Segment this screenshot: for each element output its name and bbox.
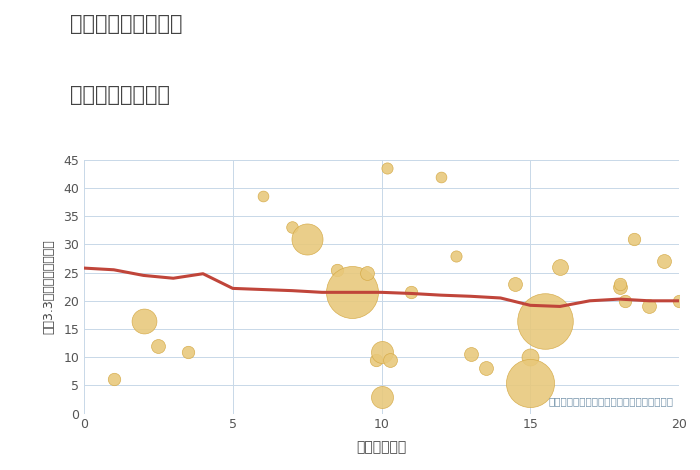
Point <box>465 351 476 358</box>
Point <box>183 348 194 355</box>
Point <box>346 289 357 296</box>
Text: 円の大きさは、取引のあった物件面積を示す: 円の大きさは、取引のあった物件面積を示す <box>548 396 673 406</box>
X-axis label: 駅距離（分）: 駅距離（分） <box>356 440 407 454</box>
Point <box>331 266 342 274</box>
Point <box>554 263 566 271</box>
Point <box>385 356 396 364</box>
Point <box>361 269 372 276</box>
Point <box>450 252 461 259</box>
Point <box>614 280 625 288</box>
Point <box>287 224 298 231</box>
Point <box>153 342 164 350</box>
Point <box>510 280 521 288</box>
Y-axis label: 坪（3.3㎡）単価（万円）: 坪（3.3㎡）単価（万円） <box>42 239 55 334</box>
Point <box>525 353 536 361</box>
Point <box>406 289 417 296</box>
Point <box>376 393 387 400</box>
Point <box>302 235 313 243</box>
Point <box>108 375 119 383</box>
Point <box>370 356 381 364</box>
Point <box>257 193 268 200</box>
Point <box>673 297 685 305</box>
Point <box>435 173 447 180</box>
Text: 愛知県一宮市笹野の: 愛知県一宮市笹野の <box>70 14 183 34</box>
Point <box>629 235 640 243</box>
Point <box>382 164 393 172</box>
Point <box>620 297 631 305</box>
Point <box>138 317 149 324</box>
Text: 駅距離別土地価格: 駅距離別土地価格 <box>70 85 170 105</box>
Point <box>540 317 551 324</box>
Point <box>525 379 536 386</box>
Point <box>480 365 491 372</box>
Point <box>376 348 387 355</box>
Point <box>644 303 655 310</box>
Point <box>614 283 625 290</box>
Point <box>659 258 670 265</box>
